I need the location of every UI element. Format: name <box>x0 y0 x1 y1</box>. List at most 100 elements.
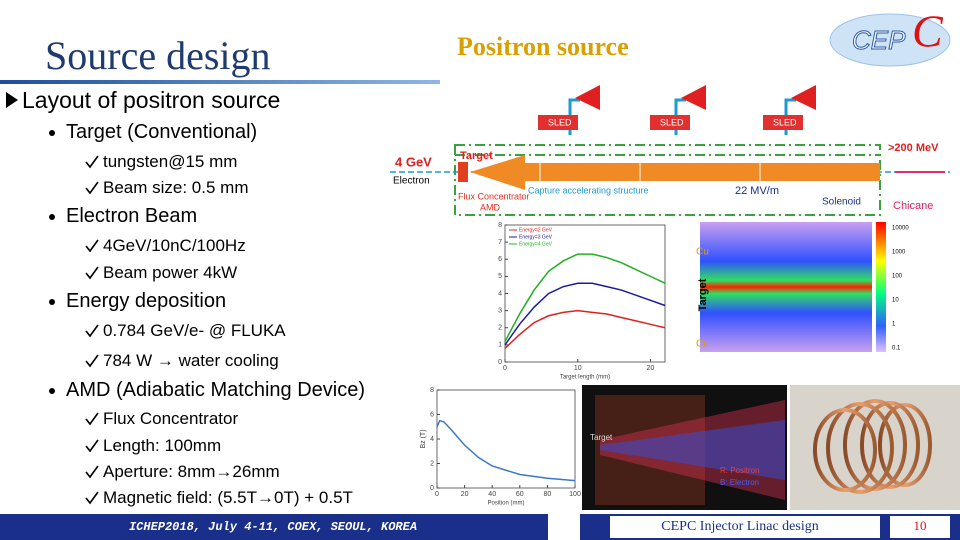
bullet <box>49 299 55 305</box>
label: 20 <box>647 365 655 372</box>
section-title: Electron Beam <box>66 205 198 227</box>
slide-title: Source design <box>45 33 271 78</box>
check-mark <box>85 266 99 280</box>
label: 4 <box>430 436 434 443</box>
check-mark <box>85 412 99 426</box>
simulation-rays <box>595 395 785 505</box>
label: 7 <box>498 239 502 246</box>
label: 6 <box>430 411 434 418</box>
label: 2 <box>498 325 502 332</box>
footer-box <box>890 516 950 538</box>
series-line <box>504 282 666 346</box>
check-mark <box>85 155 99 169</box>
bullet <box>49 214 55 220</box>
label: Position (mm) <box>487 501 524 507</box>
label: Capture accelerating structure <box>528 185 649 195</box>
footer-conference: ICHEP2018, July 4-11, COEX, SEOUL, KOREA <box>129 520 417 534</box>
check-mark <box>85 324 99 338</box>
linac-layout <box>390 85 950 216</box>
item: Beam power 4kW <box>103 263 238 282</box>
label: Target <box>460 150 493 162</box>
section-title: Energy deposition <box>66 290 227 312</box>
series-line <box>504 309 666 349</box>
item: 4GeV/10nC/100Hz <box>103 236 246 255</box>
label: SLED <box>548 117 572 127</box>
label: 80 <box>544 491 552 498</box>
label: 4 <box>498 290 502 297</box>
label: 0 <box>430 485 434 492</box>
label: R: Positron <box>720 466 760 475</box>
label: 1000 <box>892 250 906 256</box>
label: 0 <box>503 365 507 372</box>
label: Energy=4 GeV <box>519 241 553 247</box>
item: tungsten@15 mm <box>103 152 238 171</box>
item: 784 W → water cooling <box>103 351 279 370</box>
check-mark <box>85 239 99 253</box>
label: Cu <box>696 247 709 258</box>
label: 100 <box>569 491 581 498</box>
footer-box <box>610 516 880 538</box>
label: 0.1 <box>892 346 901 352</box>
footer-talk: CEPC Injector Linac design <box>661 519 818 534</box>
label: Chicane <box>893 200 933 212</box>
check-mark <box>85 465 99 479</box>
check-mark <box>85 181 99 195</box>
bullet <box>49 130 55 136</box>
label: Bz (T) <box>420 429 427 448</box>
label: 40 <box>488 491 496 498</box>
label: 4 GeV <box>395 154 432 169</box>
label: 10000 <box>892 226 909 232</box>
label: 8 <box>498 222 502 229</box>
section-title: Target (Conventional) <box>66 121 258 143</box>
check-mark <box>85 491 99 505</box>
label: 100 <box>892 274 903 280</box>
item: Magnetic field: (5.5T→0T) + 0.5T <box>103 488 353 507</box>
item: Beam size: 0.5 mm <box>103 178 249 197</box>
label: 3 <box>498 307 502 314</box>
label: 0 <box>498 359 502 366</box>
logo-mark: C <box>912 6 944 57</box>
title-rule <box>0 80 440 84</box>
label: Flux Concentrator <box>458 191 530 201</box>
label: AMD <box>480 202 501 212</box>
logo-text: CEP <box>852 25 906 55</box>
label: 60 <box>516 491 524 498</box>
label: SLED <box>660 117 684 127</box>
series-line <box>436 419 576 482</box>
logo-badge <box>829 13 951 67</box>
check-mark <box>85 439 99 453</box>
label: >200 MeV <box>888 142 939 154</box>
label: 0 <box>435 491 439 498</box>
plot-frame <box>436 389 576 489</box>
label: SLED <box>773 117 797 127</box>
item: 0.784 GeV/e- @ FLUKA <box>103 321 286 340</box>
label: 10 <box>892 298 899 304</box>
label: Energy=2 GeV <box>519 227 553 233</box>
outline-heading: Layout of positron source <box>22 87 281 113</box>
bullet <box>49 388 55 394</box>
label: 8 <box>430 387 434 394</box>
item: Flux Concentrator <box>103 409 239 428</box>
label: Solenoid <box>822 197 861 208</box>
label: 22 MV/m <box>735 185 779 197</box>
label: 5 <box>498 273 502 280</box>
label: Target length (mm) <box>560 375 610 381</box>
section-title: AMD (Adiabatic Matching Device) <box>66 379 365 401</box>
colorbar <box>876 222 886 352</box>
label: 2 <box>430 460 434 467</box>
coil <box>813 399 932 494</box>
label: 6 <box>498 256 502 263</box>
label: 10 <box>574 365 582 372</box>
label: Electron <box>393 176 430 187</box>
label: Energy=3 GeV <box>519 234 553 240</box>
label: Target <box>590 433 613 442</box>
series-line <box>504 253 666 342</box>
label: 1 <box>498 342 502 349</box>
label: 20 <box>461 491 469 498</box>
heading-arrow <box>6 92 18 108</box>
label: Target <box>697 278 709 311</box>
heatmap <box>700 222 872 352</box>
slide-subtitle: Positron source <box>457 32 629 61</box>
